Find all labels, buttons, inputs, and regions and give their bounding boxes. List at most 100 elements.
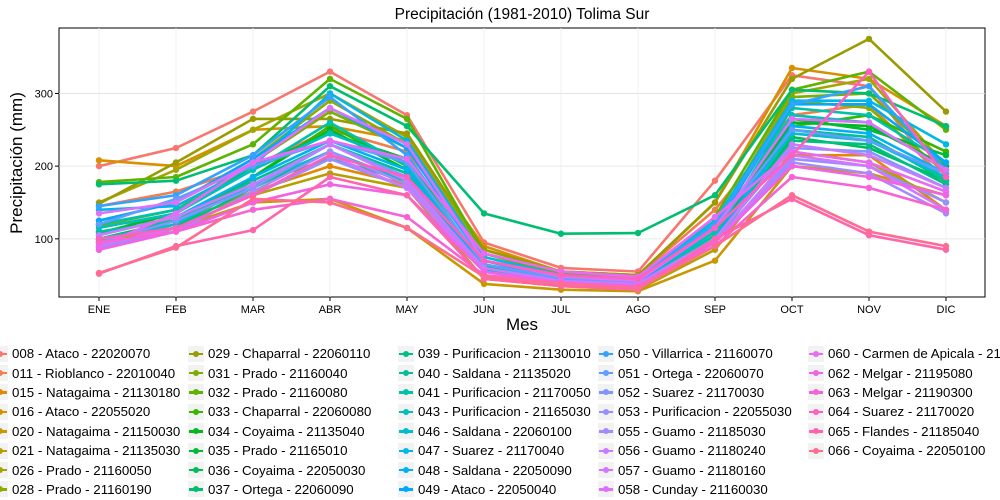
legend-label: 033 - Chaparral - 22060080 [208,404,372,420]
x-tick-label: FEB [165,304,186,316]
legend-key-swatch [0,462,8,479]
legend-label: 066 - Coyaima - 22050100 [828,443,986,459]
legend-item: 048 - Saldana - 22050090 [398,460,591,479]
data-point [403,122,411,130]
data-point [249,108,257,115]
legend-label: 021 - Natagaima - 21135030 [12,443,181,459]
legend-label: 032 - Prado - 21160080 [208,384,348,400]
data-point [865,159,873,166]
data-point [326,93,334,101]
data-point [942,242,950,250]
legend-label: 052 - Suarez - 21170030 [618,384,765,400]
legend-key-swatch [598,365,614,382]
legend-key-swatch [808,442,824,459]
legend-key-swatch [598,384,614,401]
data-point [172,199,180,206]
legend-key-swatch [188,462,204,479]
data-point [403,155,411,163]
data-point [634,229,642,237]
data-point [249,152,257,159]
legend-item: 032 - Prado - 21160080 [188,383,371,402]
legend-item: 021 - Natagaima - 21135030 [0,441,180,460]
legend-key-swatch [0,403,8,420]
data-point [403,141,411,148]
legend-item: 036 - Coyaima - 22050030 [188,460,371,479]
legend-label: 016 - Ataco - 22055020 [12,404,151,420]
data-point [788,152,796,159]
legend-item: 040 - Saldana - 21135020 [398,363,591,382]
series-line [98,139,947,278]
legend-key-swatch [598,403,614,420]
series-line [98,37,947,277]
legend-label: 058 - Cunday - 21160030 [618,481,768,497]
data-point [711,213,719,221]
data-point [711,192,719,199]
data-point [326,152,334,159]
data-point [865,119,873,126]
data-point [172,224,180,232]
data-point [403,184,411,192]
legend-key-swatch [598,442,614,459]
legend-label: 050 - Villarrica - 21160070 [618,346,773,362]
x-tick-label: ENE [88,304,111,316]
legend-item: 039 - Purificacion - 21130010 [398,344,591,363]
data-point [865,112,873,119]
data-point [788,162,796,170]
x-tick-label: JUN [473,304,494,316]
legend: 008 - Ataco - 22020070 011 - Rioblanco - … [0,344,1000,500]
legend-column: 050 - Villarrica - 21160070 051 - Ortega … [598,344,792,499]
legend-label: 020 - Natagaima - 21150030 [12,423,181,439]
data-point [249,195,257,203]
legend-item: 029 - Chaparral - 22060110 [188,344,371,363]
series-layer [95,35,950,295]
data-point [788,192,796,199]
data-point [95,269,103,277]
series-line [98,84,947,235]
legend-label: 048 - Saldana - 22050090 [418,462,572,478]
x-tick-label: OCT [780,304,804,316]
x-tick-label: NOV [857,304,882,316]
data-point [942,173,950,181]
y-axis: 100 200 300 [35,88,59,246]
series-037 [95,82,950,237]
legend-key-swatch [808,423,824,440]
legend-key-swatch [0,442,8,459]
legend-item: 058 - Cunday - 21160030 [598,480,792,499]
legend-column: 039 - Purificacion - 21130010 040 - Salda… [398,344,591,499]
legend-key-swatch [188,365,204,382]
legend-label: 062 - Melgar - 21195080 [828,365,973,381]
legend-key-swatch [0,481,8,498]
legend-item: 033 - Chaparral - 22060080 [188,402,371,421]
legend-label: 046 - Saldana - 22060100 [418,423,572,439]
data-point [788,64,796,72]
data-point [326,75,334,83]
data-point [711,206,719,213]
x-tick-label: AGO [626,304,651,316]
legend-key-swatch [0,365,8,382]
legend-item: 031 - Prado - 21160040 [188,363,371,382]
data-point [480,280,488,288]
data-point [249,181,257,188]
data-point [557,280,565,288]
data-point [403,115,411,123]
data-point [865,35,873,43]
data-point [634,275,642,283]
x-tick-label: ABR [319,304,342,316]
data-point [942,108,950,115]
series-line [98,70,948,273]
legend-label: 008 - Ataco - 22020070 [12,346,151,362]
data-point [403,213,411,221]
data-point [172,144,180,152]
legend-label: 031 - Prado - 21160040 [208,365,348,381]
legend-label: 035 - Prado - 21165010 [208,443,348,459]
legend-key-swatch [598,462,614,479]
data-point [942,122,950,130]
legend-key-swatch [398,345,414,362]
legend-key-swatch [598,481,614,498]
data-point [480,257,488,264]
legend-item: 056 - Guamo - 21180240 [598,441,792,460]
legend-label: 053 - Purificacion - 22055030 [618,404,792,420]
legend-item: 020 - Natagaima - 21150030 [0,422,180,441]
legend-key-swatch [0,384,8,401]
legend-key-swatch [398,442,414,459]
